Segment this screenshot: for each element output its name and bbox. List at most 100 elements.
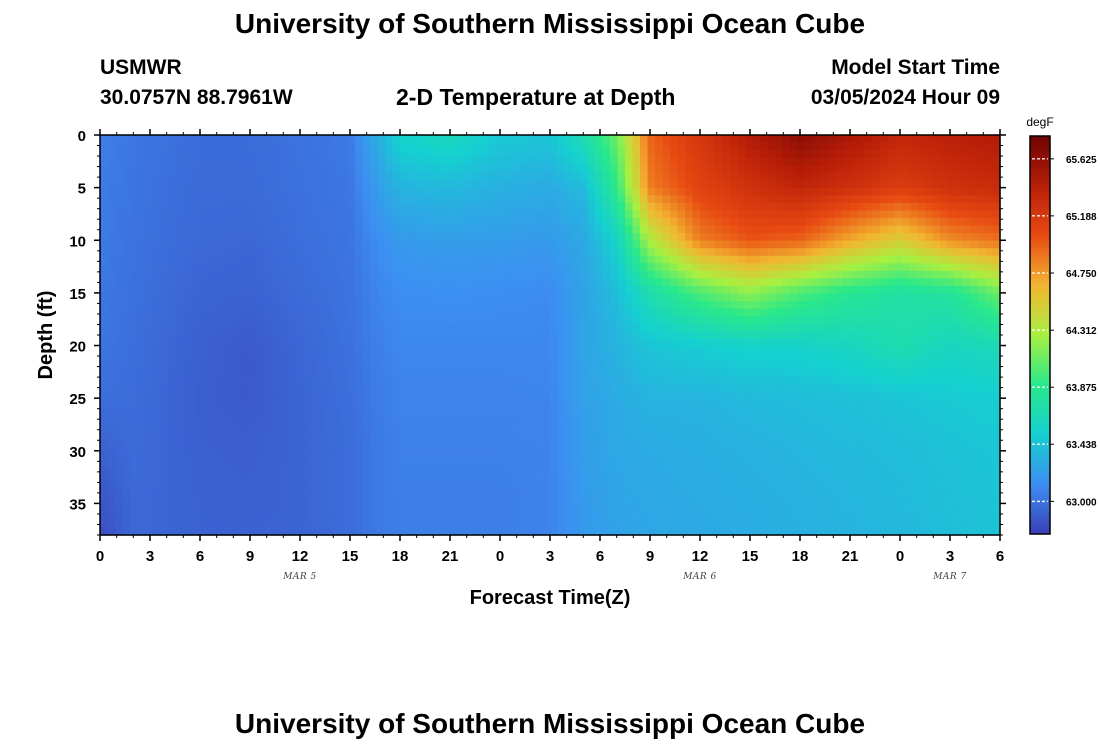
heatmap-cell — [235, 210, 244, 219]
heatmap-cell — [565, 353, 574, 363]
heatmap-cell — [115, 436, 124, 446]
heatmap-cell — [347, 180, 356, 189]
heatmap-cell — [332, 346, 341, 355]
heatmap-cell — [932, 218, 941, 227]
heatmap-cell — [565, 436, 574, 446]
heatmap-cell — [587, 172, 596, 181]
heatmap-cell — [760, 142, 769, 151]
heatmap-cell — [287, 376, 296, 385]
heatmap-cell — [670, 157, 679, 166]
heatmap-cell — [160, 421, 169, 430]
heatmap-cell — [100, 248, 109, 257]
heatmap-cell — [932, 278, 941, 287]
heatmap-cell — [332, 293, 341, 302]
heatmap-cell — [415, 233, 424, 242]
heatmap-cell — [767, 195, 776, 204]
heatmap-cell — [835, 338, 844, 347]
heatmap-cell — [340, 414, 349, 423]
heatmap-cell — [100, 361, 109, 370]
heatmap-cell — [857, 331, 866, 340]
heatmap-cell — [520, 338, 529, 347]
heatmap-cell — [970, 429, 979, 438]
heatmap-cell — [137, 293, 146, 302]
heatmap-cell — [797, 278, 806, 287]
heatmap-cell — [115, 255, 124, 264]
heatmap-cell — [527, 436, 536, 446]
heatmap-cell — [272, 436, 281, 446]
heatmap-cell — [752, 406, 761, 415]
heatmap-cell — [722, 142, 731, 151]
heatmap-cell — [685, 165, 694, 174]
heatmap-cell — [925, 225, 934, 234]
heatmap-cell — [205, 331, 214, 340]
heatmap-cell — [640, 270, 649, 279]
heatmap-cell — [670, 135, 679, 144]
heatmap-cell — [287, 406, 296, 415]
heatmap-cell — [100, 210, 109, 219]
heatmap-cell — [902, 308, 911, 317]
heatmap-cell — [655, 285, 664, 295]
heatmap-cell — [632, 368, 641, 378]
heatmap-cell — [610, 361, 619, 370]
heatmap-cell — [370, 135, 379, 144]
heatmap-cell — [715, 308, 724, 317]
heatmap-cell — [347, 172, 356, 181]
heatmap-cell — [182, 187, 191, 196]
heatmap-cell — [850, 225, 859, 234]
heatmap-cell — [452, 218, 461, 227]
heatmap-cell — [617, 301, 626, 310]
heatmap-cell — [250, 195, 259, 204]
heatmap-cell — [452, 353, 461, 363]
heatmap-cell — [490, 308, 499, 317]
heatmap-cell — [790, 165, 799, 174]
heatmap-cell — [977, 331, 986, 340]
heatmap-cell — [235, 436, 244, 446]
heatmap-cell — [572, 391, 581, 400]
heatmap-cell — [662, 421, 671, 430]
heatmap-cell — [467, 210, 476, 219]
heatmap-cell — [835, 323, 844, 332]
heatmap-cell — [445, 421, 454, 430]
heatmap-cell — [152, 157, 161, 166]
heatmap-cell — [272, 150, 281, 159]
heatmap-cell — [647, 150, 656, 159]
heatmap-cell — [767, 165, 776, 174]
heatmap-cell — [872, 180, 881, 189]
heatmap-cell — [985, 406, 994, 415]
heatmap-cell — [857, 338, 866, 347]
heatmap-cell — [205, 368, 214, 378]
heatmap-cell — [122, 263, 131, 272]
heatmap-cell — [887, 399, 896, 408]
heatmap-cell — [842, 180, 851, 189]
heatmap-cell — [565, 361, 574, 370]
heatmap-cell — [550, 240, 559, 249]
heatmap-cell — [445, 202, 454, 212]
heatmap-cell — [745, 165, 754, 174]
heatmap-cell — [692, 384, 701, 393]
heatmap-cell — [527, 150, 536, 159]
heatmap-cell — [280, 323, 289, 332]
heatmap-cell — [107, 240, 116, 249]
heatmap-cell — [407, 180, 416, 189]
heatmap-cell — [647, 346, 656, 355]
heatmap-cell — [872, 142, 881, 151]
heatmap-cell — [115, 301, 124, 310]
heatmap-cell — [992, 187, 1001, 196]
heatmap-cell — [137, 195, 146, 204]
heatmap-cell — [572, 436, 581, 446]
heatmap-cell — [310, 285, 319, 295]
heatmap-cell — [895, 361, 904, 370]
heatmap-cell — [775, 210, 784, 219]
heatmap-cell — [580, 248, 589, 257]
heatmap-cell — [587, 293, 596, 302]
heatmap-cell — [212, 421, 221, 430]
heatmap-cell — [242, 323, 251, 332]
heatmap-cell — [235, 293, 244, 302]
heatmap-cell — [827, 172, 836, 181]
heatmap-cell — [587, 391, 596, 400]
heatmap-cell — [197, 346, 206, 355]
heatmap-cell — [197, 180, 206, 189]
heatmap-cell — [617, 202, 626, 212]
heatmap-cell — [752, 202, 761, 212]
heatmap-cell — [835, 361, 844, 370]
